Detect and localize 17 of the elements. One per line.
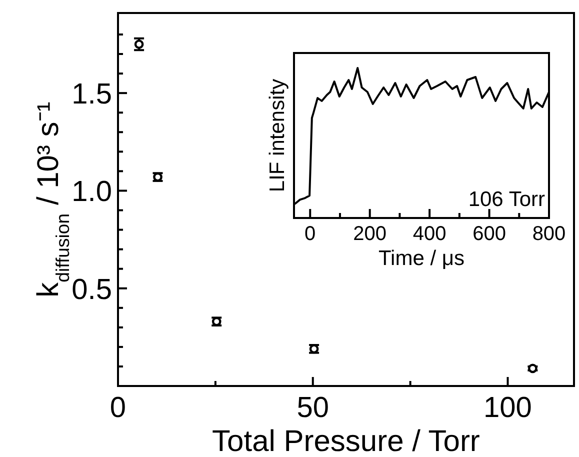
x-tick-label: 800 (532, 223, 566, 245)
y-tick-label: 0.5 (72, 274, 112, 306)
x-tick-label: 50 (296, 392, 330, 424)
x-tick-label: 100 (484, 392, 532, 424)
x-tick-label: 600 (472, 223, 506, 245)
x-axis-title: Total Pressure / Torr (212, 425, 480, 457)
point (528, 364, 538, 374)
x-tick-label: 200 (353, 223, 387, 245)
y-tick-label: 1.5 (72, 78, 112, 111)
x-tick-label: 0 (304, 223, 316, 245)
annotation: 106 Torr (468, 188, 545, 211)
y-axis-title: LIF intensity (266, 78, 289, 192)
y-tick-label: 1.0 (72, 176, 112, 208)
x-tick-label: 0 (110, 392, 126, 424)
x-tick-label: 400 (412, 223, 446, 245)
x-axis-title: Time / μs (378, 247, 464, 270)
point (134, 40, 144, 49)
